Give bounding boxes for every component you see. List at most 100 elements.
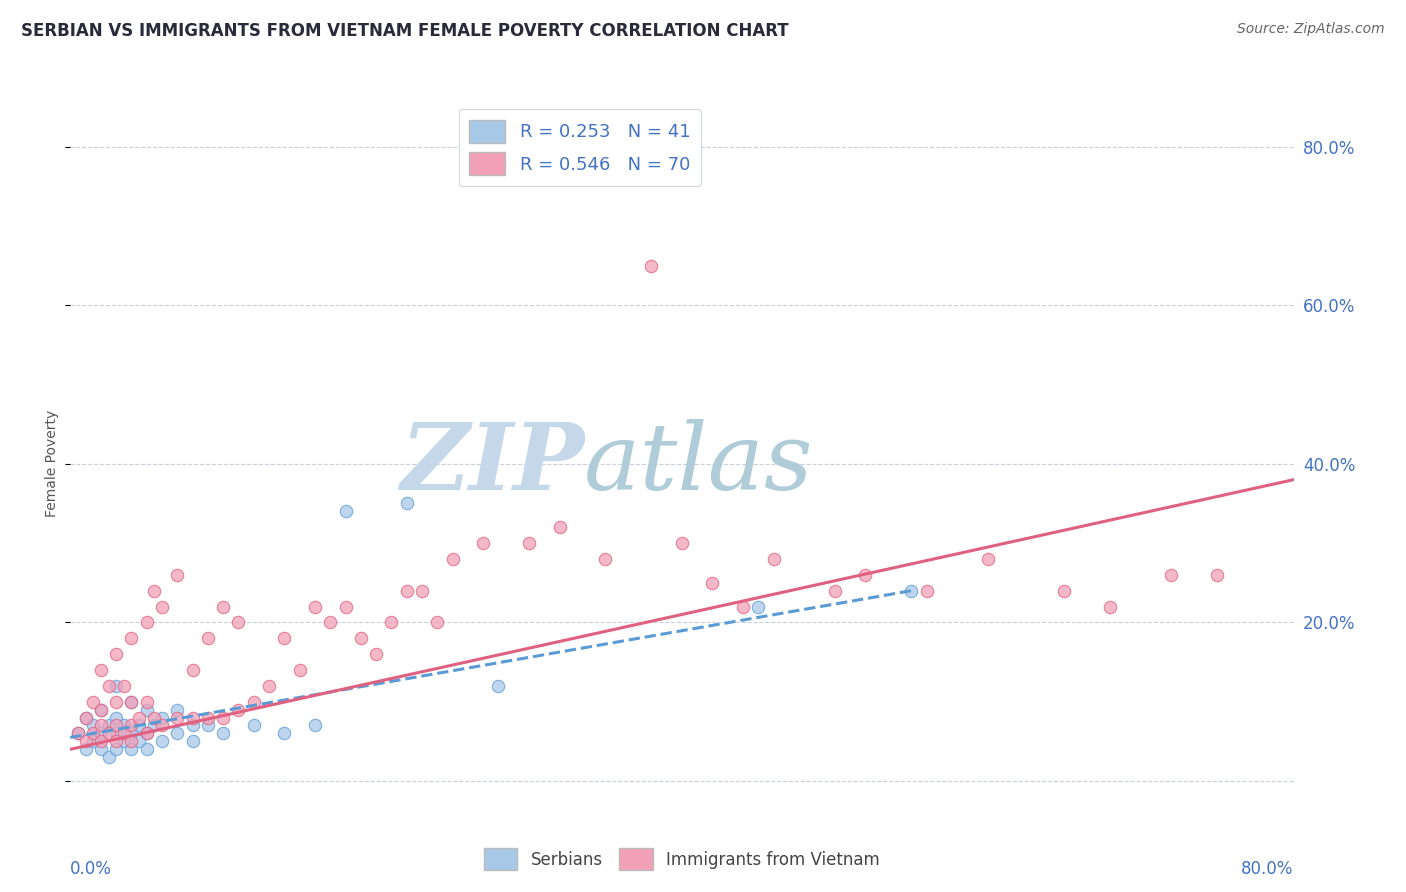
- Point: [105, 718, 128, 732]
- Point: [426, 615, 449, 630]
- Point: [212, 726, 235, 740]
- Point: [112, 734, 135, 748]
- Point: [197, 710, 219, 724]
- Point: [212, 599, 235, 614]
- Point: [181, 718, 204, 732]
- Point: [900, 583, 922, 598]
- Point: [121, 726, 143, 740]
- Point: [273, 726, 295, 740]
- Point: [257, 679, 280, 693]
- Point: [135, 695, 157, 709]
- Point: [143, 583, 166, 598]
- Point: [90, 663, 112, 677]
- Point: [395, 496, 418, 510]
- Point: [105, 742, 128, 756]
- Point: [228, 615, 250, 630]
- Point: [112, 718, 135, 732]
- Point: [66, 726, 89, 740]
- Point: [273, 632, 295, 646]
- Point: [181, 710, 204, 724]
- Point: [472, 536, 495, 550]
- Point: [350, 632, 373, 646]
- Point: [319, 615, 342, 630]
- Point: [121, 734, 143, 748]
- Point: [90, 734, 112, 748]
- Point: [143, 710, 166, 724]
- Point: [166, 710, 188, 724]
- Point: [855, 567, 877, 582]
- Point: [97, 726, 120, 740]
- Point: [112, 726, 135, 740]
- Point: [128, 734, 150, 748]
- Point: [82, 726, 104, 740]
- Point: [243, 695, 266, 709]
- Point: [517, 536, 540, 550]
- Point: [380, 615, 402, 630]
- Point: [121, 632, 143, 646]
- Point: [97, 718, 120, 732]
- Legend: Serbians, Immigrants from Vietnam: Serbians, Immigrants from Vietnam: [477, 842, 887, 877]
- Point: [75, 710, 97, 724]
- Point: [304, 718, 326, 732]
- Point: [82, 695, 104, 709]
- Point: [90, 726, 112, 740]
- Point: [166, 567, 188, 582]
- Point: [121, 695, 143, 709]
- Point: [335, 599, 357, 614]
- Point: [197, 718, 219, 732]
- Point: [243, 718, 266, 732]
- Point: [181, 734, 204, 748]
- Point: [105, 679, 128, 693]
- Point: [75, 742, 97, 756]
- Point: [366, 647, 388, 661]
- Point: [135, 726, 157, 740]
- Point: [1206, 567, 1229, 582]
- Point: [595, 552, 617, 566]
- Point: [128, 710, 150, 724]
- Point: [105, 710, 128, 724]
- Point: [105, 734, 128, 748]
- Point: [90, 703, 112, 717]
- Point: [90, 703, 112, 717]
- Point: [128, 718, 150, 732]
- Point: [150, 734, 173, 748]
- Point: [1053, 583, 1076, 598]
- Point: [335, 504, 357, 518]
- Point: [105, 726, 128, 740]
- Text: SERBIAN VS IMMIGRANTS FROM VIETNAM FEMALE POVERTY CORRELATION CHART: SERBIAN VS IMMIGRANTS FROM VIETNAM FEMAL…: [21, 22, 789, 40]
- Text: 80.0%: 80.0%: [1241, 860, 1294, 878]
- Point: [135, 742, 157, 756]
- Point: [135, 703, 157, 717]
- Point: [181, 663, 204, 677]
- Point: [441, 552, 464, 566]
- Point: [288, 663, 311, 677]
- Point: [977, 552, 1000, 566]
- Point: [197, 632, 219, 646]
- Point: [75, 734, 97, 748]
- Point: [671, 536, 693, 550]
- Point: [733, 599, 755, 614]
- Point: [150, 718, 173, 732]
- Point: [228, 703, 250, 717]
- Point: [121, 695, 143, 709]
- Point: [97, 679, 120, 693]
- Text: Source: ZipAtlas.com: Source: ZipAtlas.com: [1237, 22, 1385, 37]
- Point: [304, 599, 326, 614]
- Point: [135, 726, 157, 740]
- Point: [915, 583, 938, 598]
- Point: [166, 703, 188, 717]
- Point: [82, 734, 104, 748]
- Text: 0.0%: 0.0%: [70, 860, 112, 878]
- Point: [105, 695, 128, 709]
- Point: [90, 742, 112, 756]
- Point: [411, 583, 433, 598]
- Point: [121, 718, 143, 732]
- Text: atlas: atlas: [583, 419, 814, 508]
- Point: [762, 552, 785, 566]
- Y-axis label: Female Poverty: Female Poverty: [45, 410, 59, 517]
- Point: [143, 718, 166, 732]
- Point: [66, 726, 89, 740]
- Point: [112, 679, 135, 693]
- Point: [97, 750, 120, 764]
- Point: [1160, 567, 1182, 582]
